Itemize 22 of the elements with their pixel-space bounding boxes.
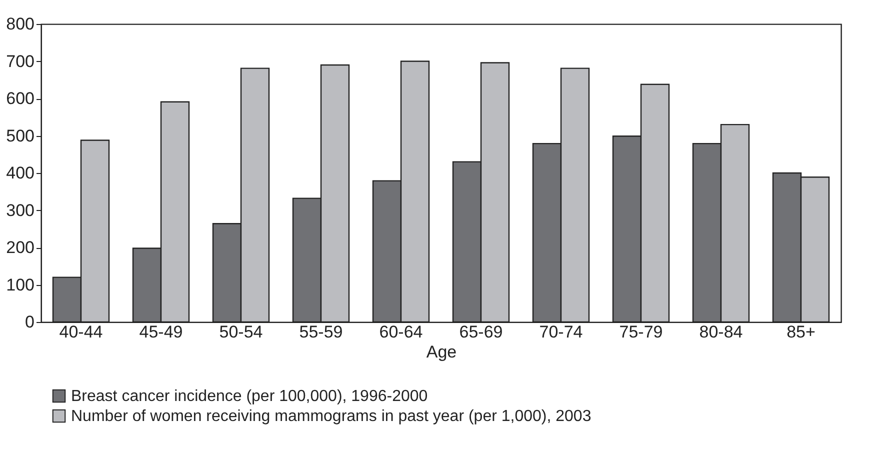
y-tick-label: 0 [25, 312, 34, 332]
y-tick-label: 200 [6, 238, 34, 257]
x-tick-label: 55-59 [299, 322, 343, 342]
legend-label: Number of women receiving mammograms in past year (per 1,000), 2003 [71, 408, 592, 425]
y-tick-label: 600 [6, 89, 34, 108]
x-tick-label: 65-69 [459, 322, 503, 342]
x-tick-label: 85+ [786, 322, 816, 342]
legend-label: Breast cancer incidence (per 100,000), 1996-2000 [71, 388, 428, 405]
x-tick-label: 80-84 [699, 322, 743, 342]
x-tick-label: 60-64 [379, 322, 423, 342]
y-tick-label: 500 [6, 126, 34, 146]
y-tick-label: 400 [6, 164, 34, 182]
y-tick-label: 800 [6, 14, 34, 34]
x-tick-label: 75-79 [619, 322, 663, 342]
x-axis-title: Age [426, 342, 457, 362]
x-tick-label: 70-74 [539, 322, 583, 342]
x-tick-label: 50-54 [219, 322, 263, 342]
y-tick-label: 100 [6, 275, 34, 294]
y-tick-label: 700 [6, 52, 34, 71]
y-tick-label: 300 [6, 200, 34, 220]
x-tick-label: 45-49 [139, 322, 183, 342]
x-tick-label: 40-44 [59, 322, 103, 342]
